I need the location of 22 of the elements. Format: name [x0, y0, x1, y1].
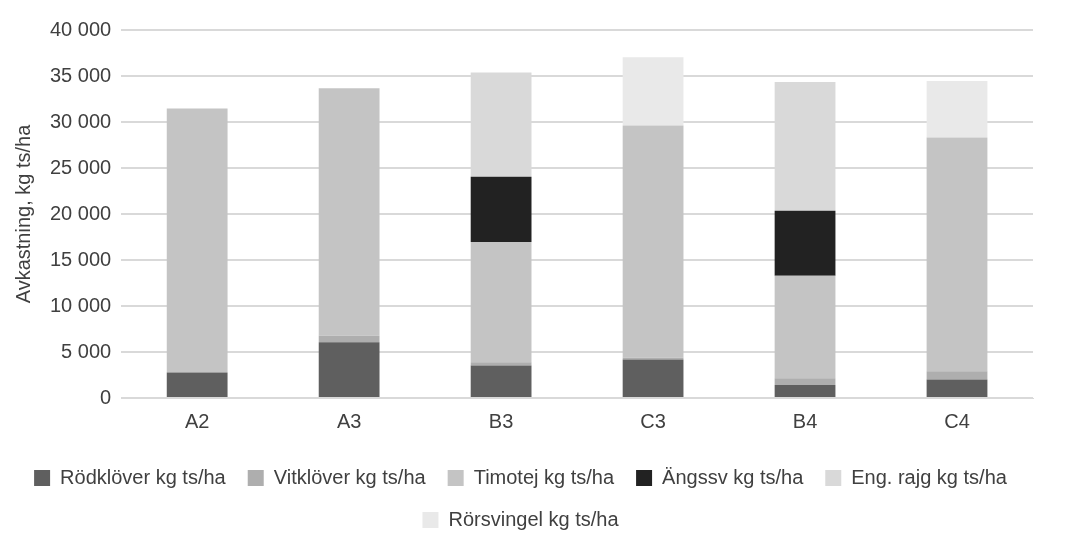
y-tick-label: 40 000 — [50, 17, 112, 40]
x-tick-label: B4 — [792, 409, 818, 432]
legend-label: Eng. rajg kg ts/ha — [851, 465, 1008, 488]
y-tick-label: 15 000 — [50, 247, 112, 270]
legend-label: Timotej kg ts/ha — [473, 465, 615, 488]
y-tick-label: 10 000 — [50, 293, 112, 316]
x-tick-label: A3 — [336, 409, 362, 432]
y-tick-label: 0 — [100, 385, 112, 408]
y-axis-title: Avkastning, kg ts/ha — [11, 123, 34, 304]
x-tick-label: C4 — [944, 409, 970, 432]
legend-label: Rörsvingel kg ts/ha — [448, 507, 620, 530]
legend-label: Rödklöver kg ts/ha — [60, 465, 227, 488]
y-tick-label: 20 000 — [50, 201, 112, 224]
legend-label: Vitklöver kg ts/ha — [273, 465, 427, 488]
legend-label: Ängssv kg ts/ha — [662, 465, 805, 488]
x-tick-label: B3 — [488, 409, 514, 432]
y-tick-label: 35 000 — [50, 63, 112, 86]
y-tick-label: 25 000 — [50, 155, 112, 178]
y-tick-label: 5 000 — [61, 339, 112, 362]
x-tick-label: C3 — [640, 409, 666, 432]
x-tick-label: A2 — [184, 409, 210, 432]
y-tick-label: 30 000 — [50, 109, 112, 132]
